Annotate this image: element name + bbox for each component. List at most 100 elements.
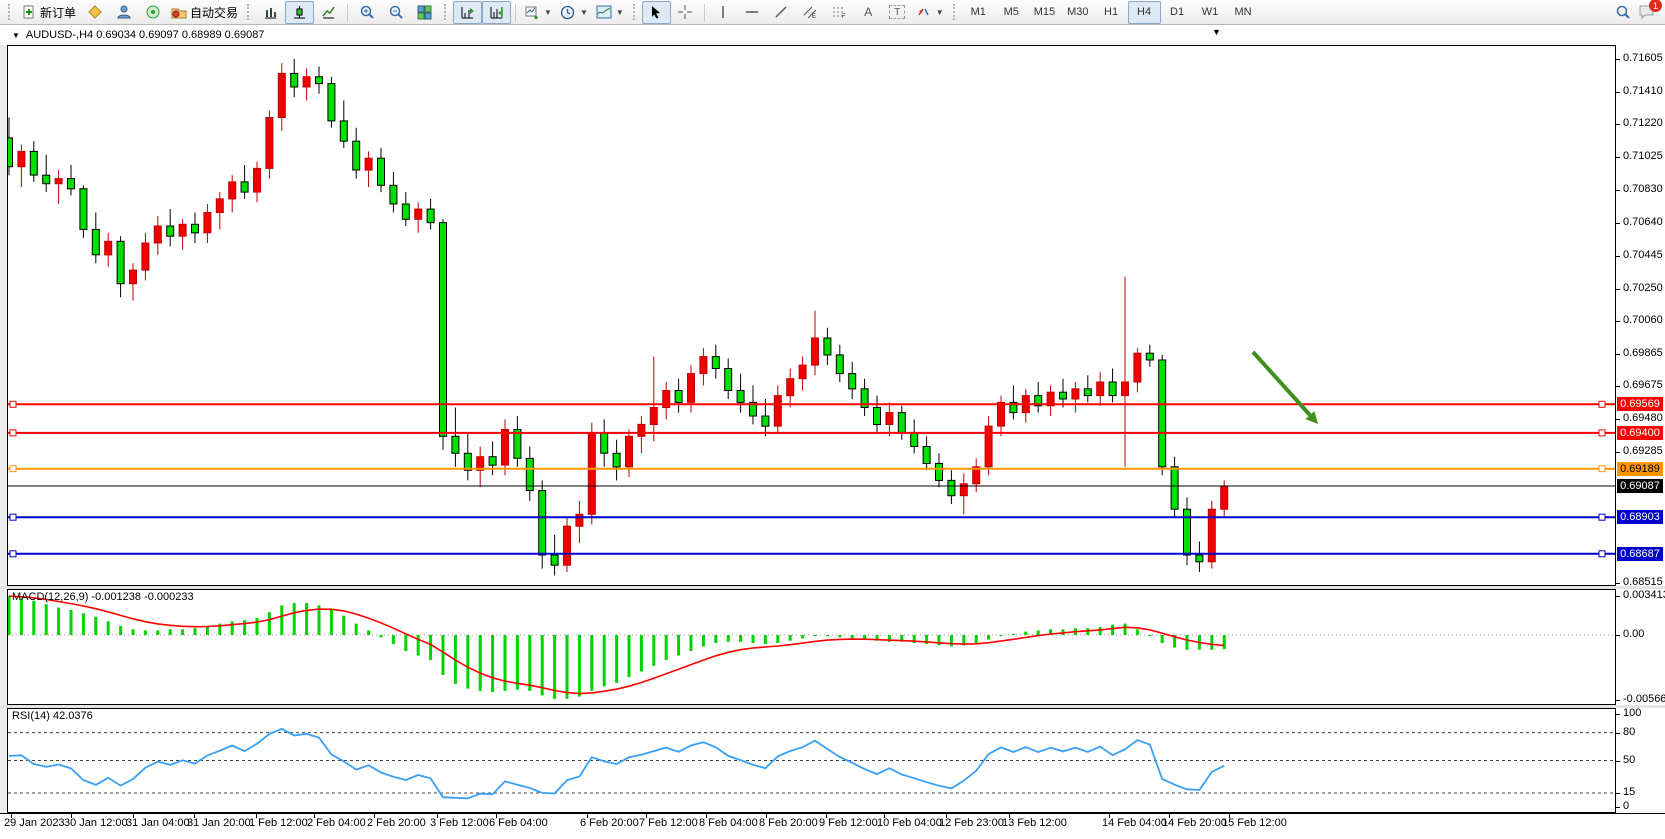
price-tick-label: 0.69675 [1623, 379, 1663, 391]
time-label: 13 Feb 12:00 [1002, 817, 1067, 829]
shapes-button[interactable]: ▼ [912, 1, 948, 24]
time-tick [1169, 814, 1170, 818]
crosshair-button[interactable] [671, 1, 700, 24]
rsi-pane[interactable]: RSI(14) 42.0376 [7, 708, 1616, 813]
macd-tick [1616, 700, 1620, 701]
alerts-button[interactable] [138, 1, 167, 24]
search-icon[interactable] [1615, 4, 1631, 20]
notification-count-badge: 1 [1649, 0, 1662, 12]
tf-button-m1[interactable]: M1 [970, 6, 986, 18]
text-label-icon: T [889, 5, 906, 19]
horizontal-line-icon [744, 4, 760, 20]
time-label: 31 Jan 04:00 [126, 817, 190, 829]
fibonacci-icon: F [831, 4, 847, 20]
candlestick-chart-button[interactable] [285, 0, 315, 24]
price-tick-label: 0.70640 [1623, 216, 1663, 228]
zoom-in-button[interactable] [352, 1, 381, 24]
vertical-line-icon [715, 4, 731, 20]
tf-button-m30[interactable]: M30 [1067, 6, 1089, 18]
tf-button-m15[interactable]: M15 [1033, 6, 1056, 18]
templates-button[interactable]: ▼ [592, 1, 628, 24]
pane-splitter[interactable] [0, 705, 1665, 708]
price-chart-pane[interactable] [7, 45, 1616, 586]
line-chart-button[interactable] [314, 1, 343, 24]
tf-button-w1[interactable]: W1 [1201, 6, 1219, 18]
crosshair-icon [677, 4, 693, 20]
price-tick [1616, 190, 1620, 191]
time-tick [374, 814, 375, 818]
tile-windows-button[interactable] [410, 1, 439, 24]
time-label: 6 Feb 20:00 [580, 817, 639, 829]
fibonacci-button[interactable]: F [825, 1, 854, 24]
horizontal-line-button[interactable] [738, 1, 767, 24]
price-tick-label: 0.69480 [1623, 412, 1663, 424]
macd-pane[interactable]: MACD(12,26,9) -0.001238 -0.000233 [7, 589, 1616, 705]
tf-button-d1[interactable]: D1 [1170, 6, 1185, 18]
price-tick [1616, 583, 1620, 584]
rsi-tick-label: 15 [1623, 786, 1636, 798]
chart-expander-icon[interactable]: ▼ [12, 30, 20, 40]
chart-shift-button[interactable] [482, 0, 512, 24]
time-label: 14 Feb 04:00 [1102, 817, 1167, 829]
zoom-out-button[interactable] [381, 1, 410, 24]
tf-button-mn[interactable]: MN [1234, 6, 1252, 18]
text-label-button[interactable]: T [883, 1, 912, 24]
bar-chart-icon [263, 4, 279, 20]
macd-tick [1616, 635, 1620, 636]
trendline-button[interactable] [767, 1, 796, 24]
rsi-tick-label: 0 [1623, 800, 1630, 812]
main-toolbar: 新订单 自动交易 [0, 0, 1665, 25]
indicators-button[interactable]: ▼ [520, 1, 556, 24]
macd-tick-label: 0.003413 [1623, 589, 1665, 601]
new-order-button[interactable]: 新订单 [17, 1, 80, 24]
tf-button-h4[interactable]: H4 [1127, 0, 1161, 24]
price-tick [1616, 256, 1620, 257]
clock-icon [560, 4, 576, 20]
tf-button-m5[interactable]: M5 [1003, 6, 1019, 18]
autotrading-button[interactable]: 自动交易 [167, 1, 242, 24]
zoom-in-icon [359, 4, 375, 20]
data-window-button[interactable] [109, 1, 138, 24]
rsi-canvas[interactable] [8, 709, 1615, 812]
bar-chart-button[interactable] [256, 1, 285, 24]
tf-button-h1[interactable]: H1 [1104, 6, 1119, 18]
time-label: 1 Feb 12:00 [249, 817, 308, 829]
time-label: 10 Feb 04:00 [877, 817, 942, 829]
price-tick-label: 0.71605 [1623, 52, 1663, 64]
price-tick-label: 0.70250 [1623, 282, 1663, 294]
channel-button[interactable]: E [796, 1, 825, 24]
price-tick-label: 0.71410 [1623, 85, 1663, 97]
macd-canvas[interactable] [8, 590, 1615, 704]
price-tick-label: 0.70445 [1623, 249, 1663, 261]
trendline-icon [773, 4, 789, 20]
tile-windows-icon [417, 4, 433, 20]
price-line-badge: 0.69189 [1617, 462, 1663, 476]
auto-scroll-icon [460, 4, 476, 20]
price-tick [1616, 419, 1620, 420]
svg-text:E: E [812, 14, 816, 19]
vertical-line-button[interactable] [709, 1, 738, 24]
time-tick [946, 814, 947, 818]
rsi-tick-label: 80 [1623, 726, 1636, 738]
market-watch-button[interactable] [80, 1, 109, 24]
chart-window: ▼ AUDUSD-,H4 0.69034 0.69097 0.68989 0.6… [0, 25, 1665, 839]
price-tick [1616, 124, 1620, 125]
chart-top-marker-icon: ▼ [1212, 27, 1221, 37]
auto-scroll-button[interactable] [453, 0, 483, 24]
time-tick [133, 814, 134, 818]
price-chart-canvas[interactable] [8, 46, 1615, 585]
text-button[interactable]: A [854, 1, 883, 24]
price-tick [1616, 157, 1620, 158]
user-chart-icon [116, 4, 132, 20]
equidistant-channel-icon: E [802, 4, 818, 20]
pane-splitter[interactable] [0, 586, 1665, 589]
time-axis[interactable]: 29 Jan 2023 30 Jan 12:00 31 Jan 04:00 31 Ja… [0, 813, 1665, 839]
periods-button[interactable]: ▼ [556, 1, 592, 24]
time-label: 8 Feb 20:00 [759, 817, 818, 829]
time-label: 15 Feb 12:00 [1222, 817, 1287, 829]
price-tick [1616, 92, 1620, 93]
dropdown-caret-icon: ▼ [935, 7, 944, 17]
cursor-button[interactable] [641, 0, 671, 24]
time-tick [314, 814, 315, 818]
notifications-icon[interactable]: 1 [1639, 0, 1662, 20]
